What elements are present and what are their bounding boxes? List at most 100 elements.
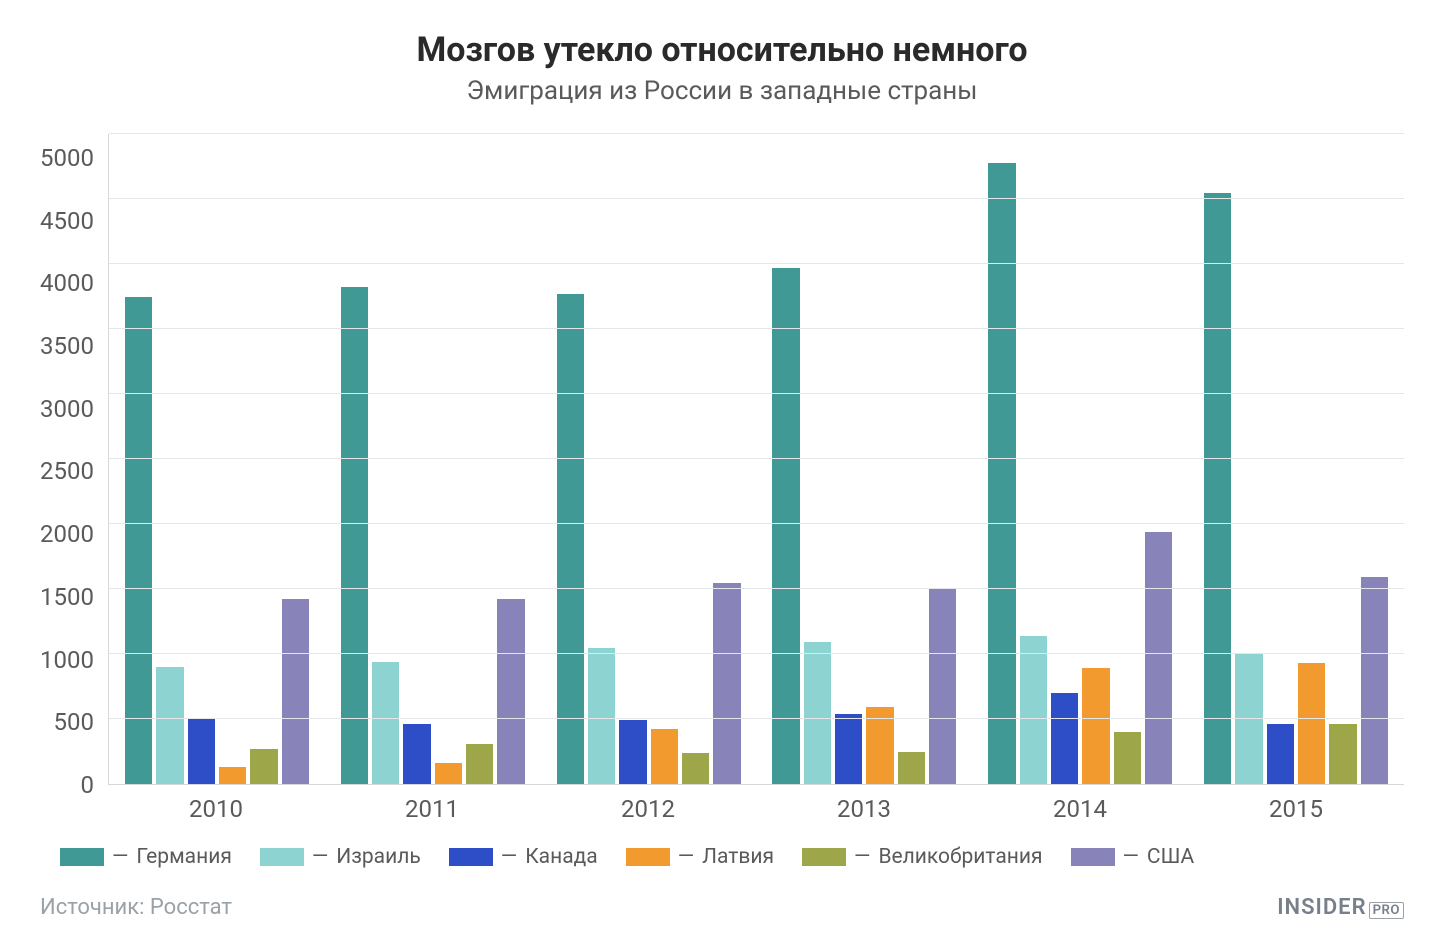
legend-dash: —	[854, 845, 870, 869]
bar	[1298, 663, 1325, 784]
y-tick: 4500	[40, 209, 94, 233]
x-tick: 2015	[1188, 785, 1404, 823]
bar	[1267, 724, 1294, 784]
bar	[125, 297, 152, 785]
legend-swatch	[626, 848, 670, 866]
x-tick: 2012	[540, 785, 756, 823]
legend-dash: —	[112, 845, 128, 869]
bar	[497, 599, 524, 784]
bar	[1204, 193, 1231, 785]
gridline	[109, 718, 1404, 719]
bar	[588, 648, 615, 785]
brand-logo: INSIDER PRO	[1277, 895, 1404, 920]
legend-label: Канада	[525, 845, 598, 869]
y-tick: 2000	[40, 522, 94, 546]
bar	[835, 714, 862, 784]
legend-label: Латвия	[702, 845, 774, 869]
bar	[804, 642, 831, 784]
bar	[466, 744, 493, 784]
bar	[1082, 668, 1109, 784]
y-tick: 3000	[40, 397, 94, 421]
bar	[372, 662, 399, 784]
x-axis: 201020112012201320142015	[40, 785, 1404, 823]
legend-label: Израиль	[336, 845, 421, 869]
x-axis-labels: 201020112012201320142015	[108, 785, 1404, 823]
legend-dash: —	[312, 845, 328, 869]
bar-group	[109, 134, 325, 784]
bar	[282, 599, 309, 784]
x-tick: 2014	[972, 785, 1188, 823]
bar	[929, 589, 956, 784]
plot	[108, 134, 1404, 785]
bar	[651, 729, 678, 784]
bar	[188, 719, 215, 784]
legend-swatch	[1071, 848, 1115, 866]
legend-item: —Латвия	[626, 845, 774, 869]
bar	[772, 268, 799, 784]
legend: —Германия—Израиль—Канада—Латвия—Великобр…	[40, 845, 1404, 869]
legend-swatch	[260, 848, 304, 866]
brand-main: INSIDER	[1277, 895, 1366, 920]
legend-item: —США	[1071, 845, 1195, 869]
bar	[156, 667, 183, 784]
y-tick: 3500	[40, 334, 94, 358]
y-axis: 5000450040003500300025002000150010005000	[40, 134, 108, 785]
gridline	[109, 523, 1404, 524]
x-tick: 2013	[756, 785, 972, 823]
gridline	[109, 588, 1404, 589]
y-tick: 4000	[40, 271, 94, 295]
x-tick: 2011	[324, 785, 540, 823]
y-tick: 500	[53, 710, 93, 734]
chart-container: Мозгов утекло относительно немного Эмигр…	[0, 0, 1444, 950]
bar	[557, 294, 584, 784]
bar	[1114, 732, 1141, 784]
chart-title: Мозгов утекло относительно немного	[40, 30, 1404, 70]
gridline	[109, 263, 1404, 264]
gridline	[109, 133, 1404, 134]
bar-group	[1188, 134, 1404, 784]
plot-area: 5000450040003500300025002000150010005000	[40, 134, 1404, 785]
y-tick: 5000	[40, 146, 94, 170]
legend-item: —Великобритания	[802, 845, 1042, 869]
bar-group	[325, 134, 541, 784]
x-tick: 2010	[108, 785, 324, 823]
legend-swatch	[802, 848, 846, 866]
bar	[403, 724, 430, 784]
legend-item: —Германия	[60, 845, 232, 869]
bar	[988, 163, 1015, 784]
bar-group	[756, 134, 972, 784]
legend-swatch	[449, 848, 493, 866]
legend-label: США	[1147, 845, 1194, 869]
bar-groups	[109, 134, 1404, 784]
legend-swatch	[60, 848, 104, 866]
y-tick: 1000	[40, 648, 94, 672]
bar	[1051, 693, 1078, 784]
bar	[898, 752, 925, 785]
source-label: Источник: Росстат	[40, 895, 232, 920]
brand-suffix: PRO	[1369, 902, 1404, 919]
bar	[713, 583, 740, 785]
gridline	[109, 653, 1404, 654]
bar	[1235, 654, 1262, 784]
bar	[1361, 577, 1388, 784]
gridline	[109, 198, 1404, 199]
bar	[619, 720, 646, 784]
bar	[250, 749, 277, 784]
footer: Источник: Росстат INSIDER PRO	[40, 895, 1404, 920]
bar-group	[541, 134, 757, 784]
bar	[1329, 724, 1356, 784]
bar	[682, 753, 709, 784]
bar	[1020, 636, 1047, 784]
bar	[219, 767, 246, 784]
gridline	[109, 393, 1404, 394]
bar	[435, 763, 462, 784]
chart-subtitle: Эмиграция из России в западные страны	[40, 76, 1404, 106]
y-tick: 0	[80, 773, 94, 797]
legend-item: — Израиль	[260, 845, 421, 869]
bar-group	[972, 134, 1188, 784]
gridline	[109, 458, 1404, 459]
legend-dash: —	[501, 845, 517, 869]
y-axis-spacer	[40, 785, 108, 823]
y-tick: 1500	[40, 585, 94, 609]
y-tick: 2500	[40, 459, 94, 483]
